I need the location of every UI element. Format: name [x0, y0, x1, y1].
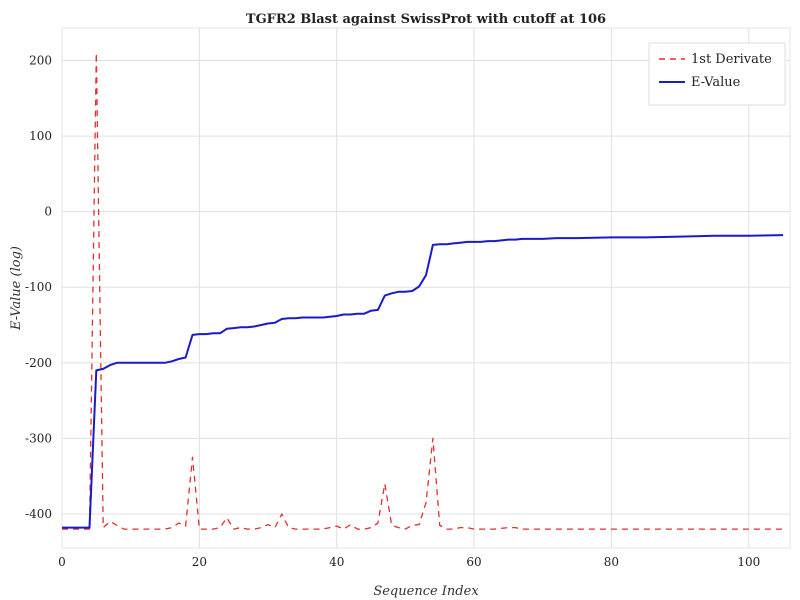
x-tick-label: 40	[329, 555, 344, 569]
x-tick-label: 100	[737, 555, 760, 569]
y-tick-label: 0	[44, 205, 52, 219]
y-tick-label: -200	[25, 356, 52, 370]
chart-title: TGFR2 Blast against SwissProt with cutof…	[246, 12, 606, 27]
plot-frame	[61, 27, 791, 549]
x-tick-label: 80	[604, 555, 619, 569]
series-line-1st-derivate	[62, 52, 784, 530]
y-tick-label: -100	[25, 280, 52, 294]
legend-box	[648, 42, 786, 106]
legend: 1st Derivate E-Value	[648, 42, 786, 106]
y-tick-label: -300	[25, 431, 52, 445]
y-tick-label: -400	[25, 507, 52, 521]
x-tick-label: 60	[466, 555, 481, 569]
x-axis-label: Sequence Index	[373, 584, 479, 599]
series-line-e-value	[62, 234, 784, 529]
series-layer	[62, 52, 784, 530]
y-axis-label: E-Value (log)	[9, 246, 24, 331]
x-tick-label: 0	[58, 555, 66, 569]
y-tick-label: 200	[29, 54, 52, 68]
x-tick-label: 20	[192, 555, 207, 569]
legend-label-1st-derivate: 1st Derivate	[691, 52, 772, 67]
legend-label-e-value: E-Value	[691, 75, 741, 90]
y-tick-labels: -400 -300 -200 -100 0 100 200	[25, 54, 52, 521]
y-tick-label: 100	[29, 129, 52, 143]
x-tick-labels: 0 20 40 60 80 100	[58, 555, 760, 569]
gridlines	[61, 28, 790, 548]
